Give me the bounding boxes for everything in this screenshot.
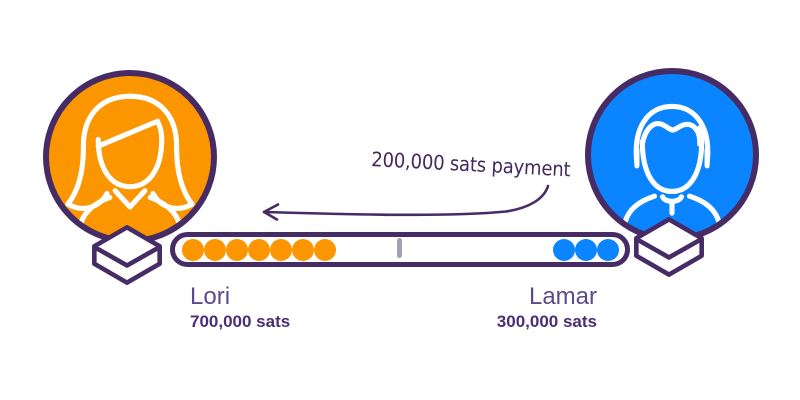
balance-dot: [270, 238, 292, 261]
lori-node-box-icon: [92, 225, 162, 285]
balance-dot: [597, 238, 619, 261]
lamar-balance-dots: [553, 238, 619, 261]
man-avatar-icon: [620, 103, 724, 236]
lamar-avatar: [585, 68, 759, 242]
balance-dot: [575, 238, 597, 261]
balance-dot: [292, 238, 314, 261]
lori-balance-label: 700,000 sats: [190, 312, 291, 331]
balance-dot: [314, 238, 336, 261]
channel-midpoint-tick-icon: [397, 238, 402, 258]
lori-avatar: [43, 70, 217, 244]
lori-name-label: Lori: [190, 283, 231, 310]
woman-avatar-icon: [65, 93, 195, 238]
lori-balance-dots: [182, 238, 336, 261]
lamar-name-label: Lamar: [528, 283, 597, 310]
payment-amount-label: 200,000 sats payment: [370, 147, 572, 182]
balance-dot: [226, 238, 248, 261]
balance-dot: [182, 238, 204, 261]
lamar-node-box-icon: [634, 217, 704, 277]
lori-label-block: Lori 700,000 sats: [190, 284, 290, 333]
balance-dot: [553, 238, 575, 261]
balance-dot: [204, 238, 226, 261]
lamar-balance-label: 300,000 sats: [496, 312, 597, 331]
balance-dot: [248, 238, 270, 261]
lamar-label-block: Lamar 300,000 sats: [497, 284, 597, 333]
